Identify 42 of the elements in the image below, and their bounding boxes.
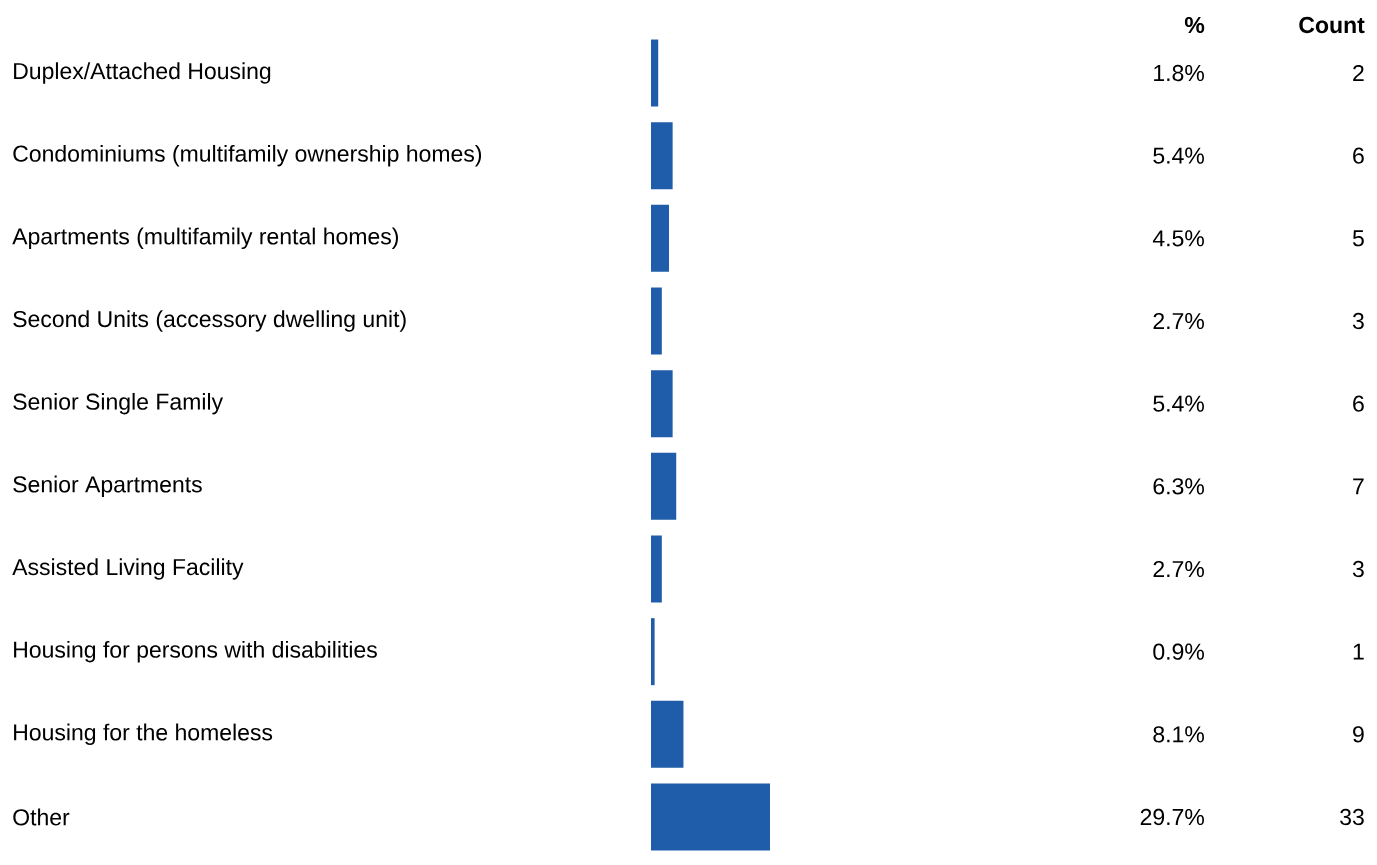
bar — [651, 122, 673, 190]
text: 3 — [1352, 560, 1364, 578]
bar — [651, 39, 659, 107]
text: 7 — [1353, 478, 1364, 495]
y-tick-label: Second Units (accessory dwelling unit) — [13, 310, 406, 332]
text: 5 — [1352, 230, 1364, 247]
bar — [651, 783, 770, 851]
text: 2 — [1353, 64, 1364, 82]
data-label: 5.4% — [1153, 395, 1204, 412]
data-label: 1.8% — [1154, 64, 1204, 82]
y-tick-label: Duplex/Attached Housing — [14, 62, 271, 84]
data-label: 29.7% — [1140, 808, 1204, 826]
data-label: 4.5% — [1152, 230, 1204, 247]
data-label: 2.7% — [1153, 560, 1204, 578]
y-tick-label: Senior Single Family — [13, 392, 224, 415]
text: 33 — [1340, 808, 1364, 826]
bar — [651, 370, 673, 438]
bar — [651, 535, 662, 603]
y-tick-label: Apartments (multifamily rental homes) — [12, 227, 399, 250]
text: 6 — [1353, 395, 1364, 412]
y-tick-label: Senior Apartments — [13, 475, 202, 498]
y-tick-label: Housing for the homeless — [14, 723, 273, 746]
bar — [651, 700, 684, 768]
bar — [651, 287, 662, 355]
bar — [651, 452, 677, 520]
text: 1 — [1353, 643, 1364, 660]
y-tick-label: Housing for persons with disabilities — [14, 640, 377, 663]
data-label: 8.1% — [1153, 726, 1204, 743]
y-tick-label: Other — [13, 808, 70, 826]
data-label: 0.9% — [1153, 643, 1204, 660]
bar — [651, 618, 655, 686]
y-tick-label: Assisted Living Facility — [12, 558, 244, 580]
bar — [651, 204, 670, 272]
data-label: 2.7% — [1153, 312, 1204, 330]
data-label: 6.3% — [1153, 478, 1204, 495]
y-tick-label: Condominiums (multifamily ownership homes) — [13, 144, 482, 167]
text: 3 — [1352, 312, 1364, 330]
text: 6 — [1353, 147, 1364, 164]
text: % — [1184, 16, 1205, 34]
data-label: 5.4% — [1153, 147, 1204, 164]
text: Count — [1299, 16, 1365, 34]
text: 9 — [1353, 726, 1364, 743]
